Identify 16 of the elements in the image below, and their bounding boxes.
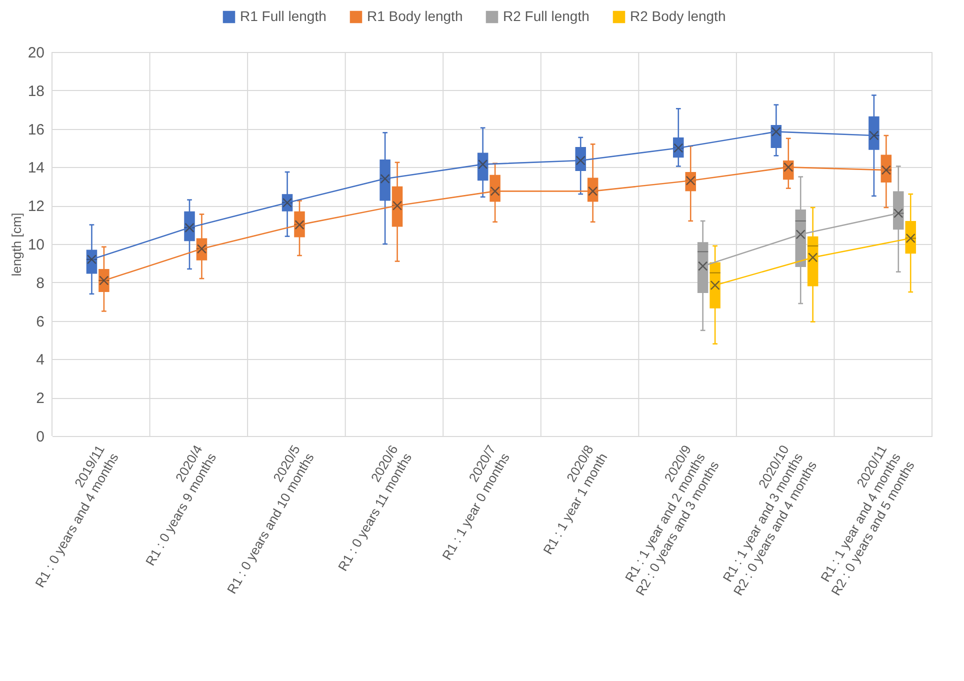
y-tick-label: 18	[28, 82, 44, 100]
y-tick-label: 8	[36, 274, 44, 292]
y-tick-label: 16	[28, 121, 44, 138]
y-tick-label: 6	[36, 313, 44, 330]
y-tick-label: 10	[28, 236, 44, 254]
legend-label: R1 Full length	[240, 8, 326, 24]
y-axis-title: length [cm]	[8, 212, 24, 276]
y-tick-label: 14	[28, 160, 44, 177]
y-tick-label: 2	[36, 390, 44, 408]
y-tick-label: 0	[36, 428, 44, 446]
legend-label: R2 Full length	[503, 8, 590, 24]
legend-label: R1 Body length	[367, 8, 463, 24]
y-tick-label: 4	[36, 352, 44, 369]
legend-label: R2 Body length	[630, 8, 726, 24]
y-tick-label: 20	[28, 44, 44, 62]
y-tick-label: 12	[28, 198, 44, 216]
